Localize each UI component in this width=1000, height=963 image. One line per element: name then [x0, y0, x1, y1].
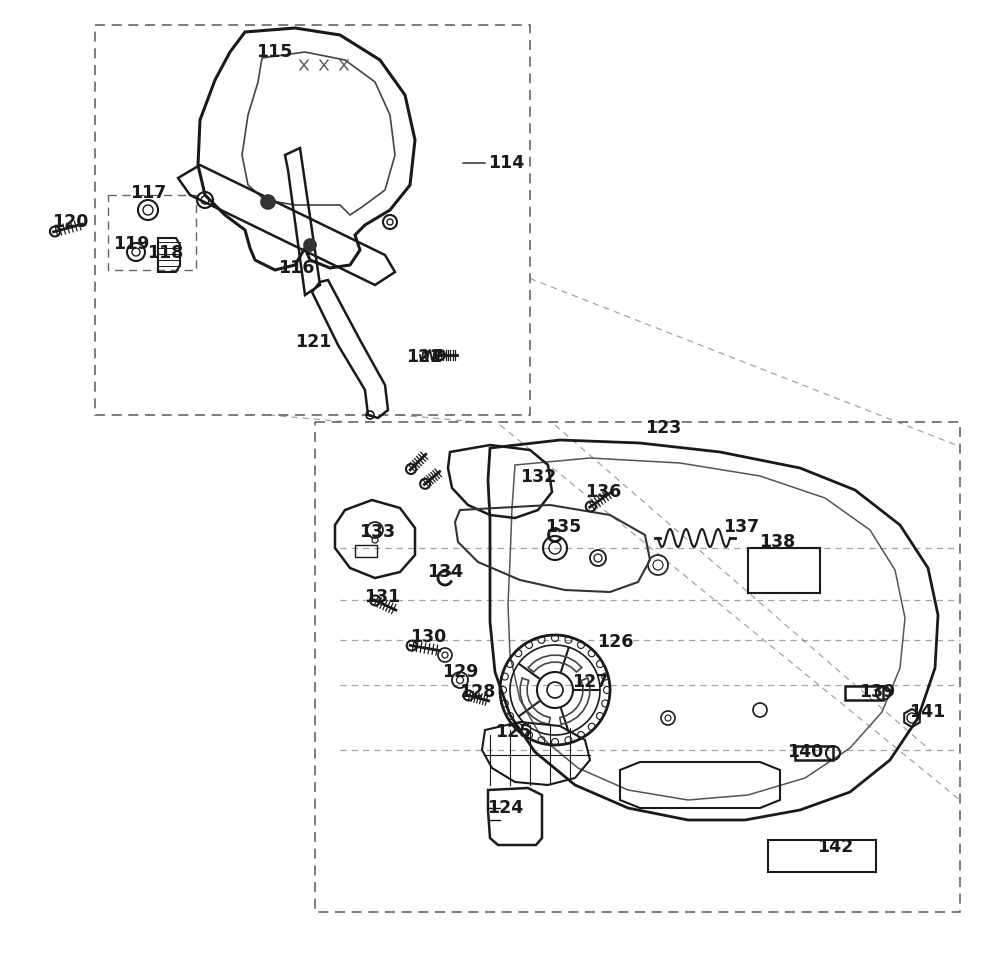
Text: 125: 125 [495, 723, 531, 741]
Text: 123: 123 [645, 419, 681, 437]
Bar [748, 548, 820, 593]
Text: 137: 137 [723, 518, 759, 536]
Text: 138: 138 [759, 533, 795, 551]
Text: 129: 129 [442, 663, 478, 681]
Text: 142: 142 [817, 838, 853, 856]
Circle shape [261, 195, 275, 209]
Bar [315, 422, 960, 912]
Circle shape [304, 239, 316, 251]
Bar [768, 840, 876, 872]
Text: 131: 131 [364, 588, 400, 606]
Text: 120: 120 [52, 213, 88, 231]
Text: 116: 116 [278, 259, 314, 277]
Text: 117: 117 [130, 184, 166, 202]
Text: 128: 128 [459, 683, 495, 701]
Bar [95, 25, 530, 415]
Text: 118: 118 [147, 244, 183, 262]
Text: 134: 134 [427, 563, 463, 581]
Bar [355, 545, 377, 557]
Bar [845, 686, 883, 700]
Text: 135: 135 [545, 518, 581, 536]
Text: 114: 114 [488, 154, 524, 172]
Text: 132: 132 [520, 468, 556, 486]
Text: 127: 127 [572, 673, 608, 691]
Text: 115: 115 [256, 43, 292, 61]
Text: 121: 121 [295, 333, 331, 351]
Text: 119: 119 [113, 235, 149, 253]
Text: 136: 136 [585, 483, 621, 501]
Bar [795, 746, 833, 760]
Text: 126: 126 [597, 633, 633, 651]
Bar [108, 195, 196, 270]
Text: 141: 141 [909, 703, 945, 721]
Text: 139: 139 [859, 683, 895, 701]
Text: 124: 124 [487, 799, 523, 817]
Text: 122: 122 [406, 348, 442, 366]
Text: 130: 130 [410, 628, 446, 646]
Text: 140: 140 [787, 743, 823, 761]
Text: 133: 133 [359, 523, 395, 541]
